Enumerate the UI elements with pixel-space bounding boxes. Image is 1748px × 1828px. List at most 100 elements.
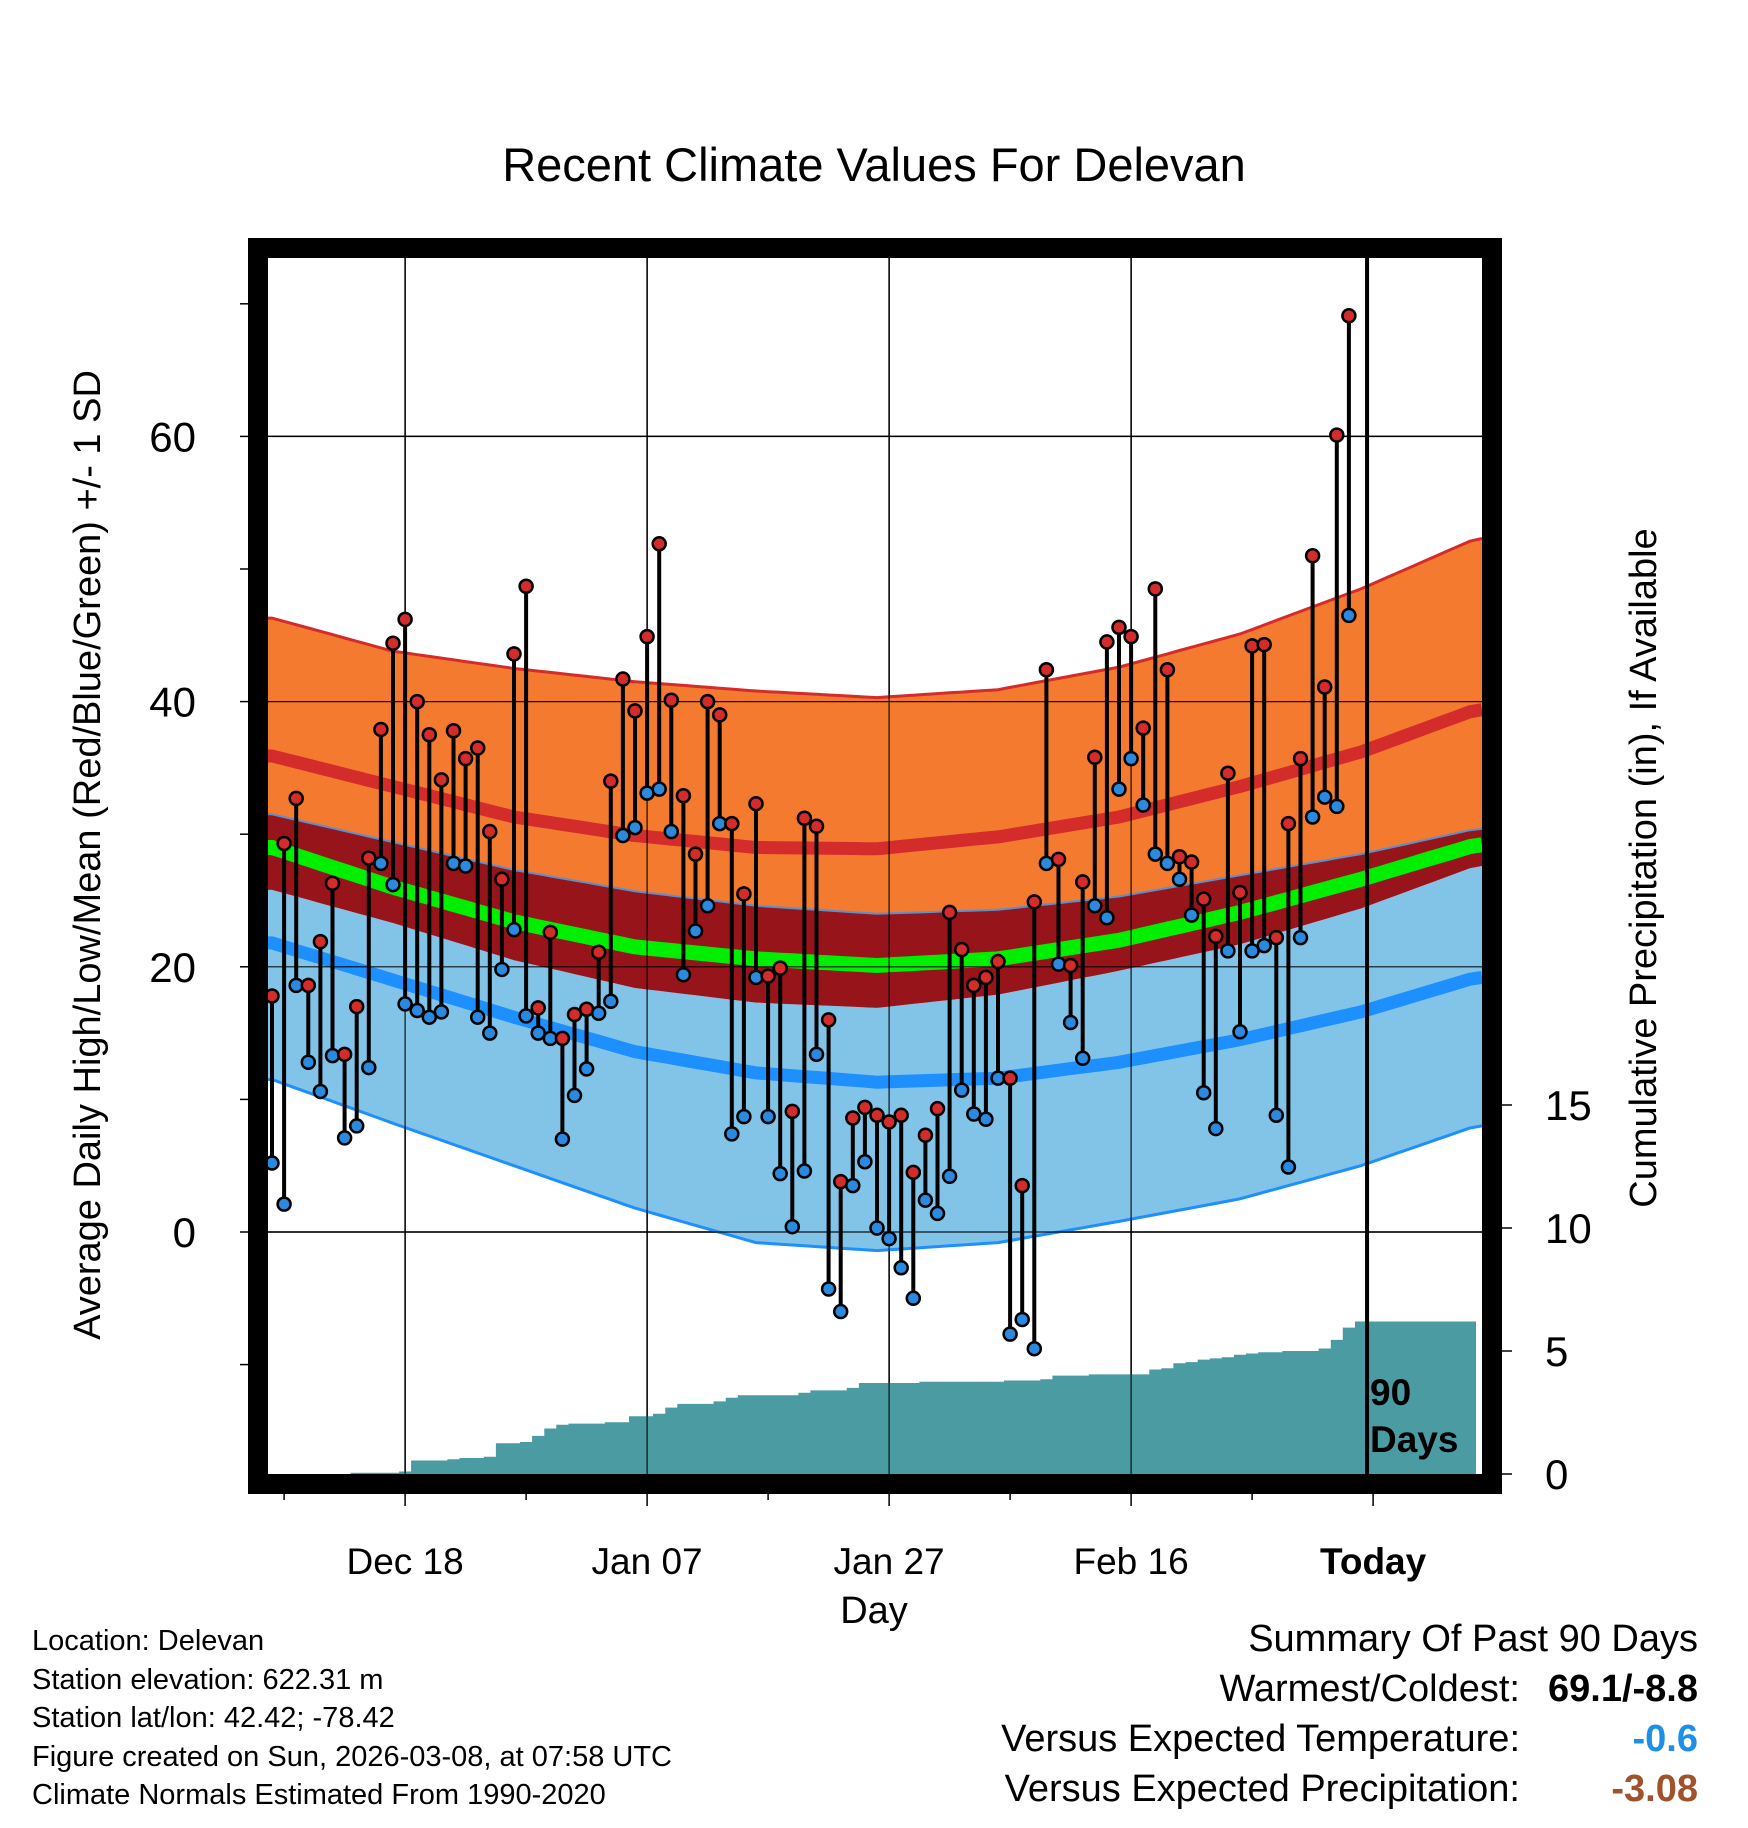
x-tick-label: Jan 07 — [592, 1541, 703, 1582]
daily-low-dot — [905, 1290, 922, 1307]
daily-high-dot — [494, 871, 510, 888]
x-axis-label: Day — [840, 1590, 908, 1632]
daily-low-dot — [1135, 797, 1151, 813]
daily-high-dot — [336, 1046, 353, 1063]
daily-low-dot — [796, 1163, 813, 1179]
daily-low-dot — [469, 1009, 486, 1025]
daily-high-dot — [820, 1012, 837, 1028]
daily-low-dot — [361, 1059, 377, 1076]
daily-low-dot — [445, 855, 462, 872]
daily-low-dot — [893, 1260, 909, 1276]
daily-high-dot — [615, 671, 631, 687]
daily-high-dot — [1074, 874, 1091, 890]
warm-cold-label: Warmest/Coldest: — [1219, 1668, 1520, 1710]
daily-low-dot — [1147, 846, 1164, 862]
plot-frame — [248, 238, 1502, 1494]
y-tick-label: 40 — [149, 679, 196, 726]
overlap-band — [268, 814, 1482, 1008]
daily-high-dot — [857, 1099, 873, 1116]
normals-text: Climate Normals Estimated From 1990-2020 — [32, 1779, 606, 1811]
daily-high-dot — [893, 1107, 909, 1124]
daily-high-dot — [760, 968, 776, 984]
daily-high-dot — [639, 628, 655, 645]
daily-low-dot — [1280, 1159, 1297, 1175]
daily-high-dot — [845, 1110, 861, 1126]
daily-low-dot — [1220, 943, 1236, 959]
daily-low-dot — [300, 1054, 317, 1071]
daily-low-dot — [845, 1177, 861, 1194]
daily-high-dot — [1280, 815, 1297, 832]
daily-low-dot — [1329, 798, 1345, 815]
daily-high-dot — [603, 773, 619, 789]
days-label-90: 90 — [1370, 1372, 1411, 1413]
daily-low-dot — [397, 996, 413, 1012]
daily-low-dot — [772, 1165, 788, 1182]
daily-low-dot — [1232, 1024, 1248, 1040]
daily-low-dot — [869, 1220, 885, 1236]
daily-high-dot — [288, 790, 304, 807]
daily-high-dot — [978, 969, 994, 986]
daily-low-dot — [663, 823, 680, 840]
daily-high-dot — [1195, 891, 1212, 907]
daily-low-dot — [506, 921, 522, 938]
daily-high-dot — [1159, 662, 1176, 678]
y-tick-label: 60 — [149, 413, 196, 460]
daily-high-dot — [1002, 1070, 1018, 1086]
daily-high-dot — [1316, 679, 1333, 695]
summary-warm-cold: Warmest/Coldest: 69.1/-8.8 — [1001, 1664, 1698, 1714]
daily-high-dot — [457, 750, 474, 767]
daily-low-dot — [736, 1108, 752, 1125]
daily-high-dot — [1026, 894, 1043, 910]
daily-high-dot — [941, 904, 958, 921]
daily-low-dot — [312, 1083, 329, 1100]
x-tick-label: Feb 16 — [1073, 1541, 1188, 1582]
daily-high-dot — [1135, 720, 1151, 736]
daily-low-dot — [1341, 607, 1357, 624]
today-marker: 90 Days — [1365, 258, 1458, 1474]
daily-high-dot — [1099, 634, 1115, 650]
daily-low-dot — [433, 1004, 450, 1020]
daily-low-dot — [615, 827, 631, 844]
daily-high-dot — [808, 818, 825, 834]
daily-high-dot — [518, 578, 534, 594]
daily-low-dot — [953, 1082, 970, 1098]
daily-high-dot — [433, 772, 450, 788]
daily-high-dot — [482, 823, 498, 840]
daily-low-dot — [881, 1230, 897, 1247]
x-tick-label: Today — [1320, 1541, 1427, 1582]
daily-high-dot — [675, 787, 692, 804]
daily-high-dot — [1304, 547, 1321, 564]
daily-high-dot — [687, 846, 704, 862]
daily-high-dot — [1183, 854, 1200, 870]
daily-low-dot — [1183, 907, 1200, 923]
gridlines-over — [268, 258, 1482, 1474]
precip-tick-label: 15 — [1545, 1082, 1592, 1129]
daily-low-dot — [348, 1118, 365, 1134]
daily-low-dot — [373, 855, 389, 872]
daily-low-dot — [820, 1281, 837, 1297]
daily-low-dot — [1316, 789, 1333, 805]
daily-high-dot — [796, 810, 813, 827]
daily-low-dot — [724, 1126, 740, 1142]
daily-high-dot — [651, 536, 667, 552]
daily-high-dot — [1014, 1177, 1030, 1194]
y-tick-label: 0 — [173, 1209, 196, 1256]
normal-mean-line — [268, 837, 1482, 974]
daily-high-dot — [542, 924, 559, 941]
daily-high-dot — [966, 977, 982, 994]
daily-low-dot — [1014, 1311, 1030, 1328]
daily-high-dot — [953, 941, 970, 958]
daily-low-dot — [1208, 1120, 1224, 1137]
high-plus-sd-edge — [268, 537, 1482, 700]
daily-high-dot — [917, 1127, 934, 1143]
daily-high-dot — [348, 998, 365, 1015]
daily-low-dot — [276, 1196, 292, 1212]
daily-high-dot — [506, 646, 522, 662]
precip-label: Versus Expected Precipitation: — [1004, 1768, 1520, 1810]
normal-bands — [268, 537, 1482, 1253]
daily-range-stems — [270, 315, 1351, 1349]
precip-tick-label: 5 — [1545, 1328, 1568, 1375]
precip-tick-label: 0 — [1545, 1451, 1568, 1498]
daily-high-dot — [469, 740, 486, 756]
